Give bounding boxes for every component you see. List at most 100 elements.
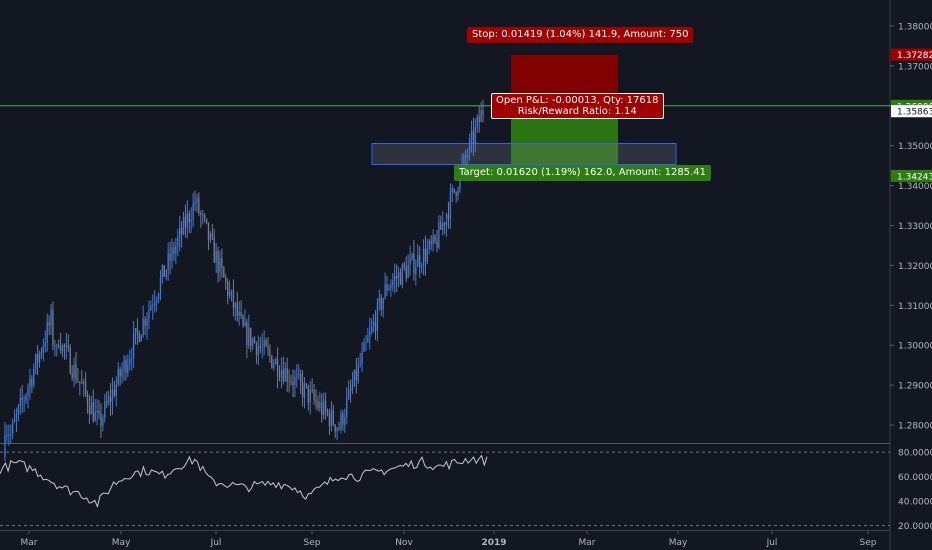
candle-body (294, 376, 296, 386)
price-tick-label: 1.38000 (898, 22, 932, 32)
candle-body (154, 303, 156, 306)
candle-body (451, 188, 453, 193)
candle-body (305, 383, 308, 386)
candle-body (353, 369, 356, 386)
price-tick-label: 1.32000 (898, 262, 932, 272)
candles (4, 99, 484, 462)
candle-body (207, 222, 210, 241)
candle-body (397, 272, 400, 279)
candle-body (196, 197, 198, 203)
candle-body (319, 402, 321, 408)
time-tick-label: Nov (395, 538, 413, 548)
candle-body (13, 419, 16, 423)
candle-body (67, 345, 69, 348)
candle-body (359, 363, 361, 366)
time-tick-label: May (112, 538, 131, 548)
candle-body (355, 369, 357, 381)
candle-body (58, 345, 60, 347)
risk-reward-text: Risk/Reward Ratio: 1.14 (517, 106, 637, 117)
candle-body (167, 253, 169, 271)
candle-body (372, 321, 375, 327)
candle-body (419, 254, 421, 268)
candle-body (443, 222, 446, 226)
support-zone-rectangle (371, 143, 677, 165)
candle-body (98, 410, 100, 414)
candle-body (202, 214, 204, 216)
candle-body (259, 346, 261, 348)
candle-body (323, 400, 325, 415)
candle-body (474, 126, 477, 144)
candle-body (463, 155, 465, 165)
candle-body (148, 309, 150, 319)
candle-body (346, 398, 348, 418)
candle-body (169, 253, 171, 261)
candle-body (190, 219, 192, 222)
candle-body (123, 359, 125, 371)
candle-body (104, 401, 106, 418)
candle-body (25, 395, 27, 400)
candle-body (280, 370, 283, 378)
candle-body (75, 364, 77, 381)
candle-body (8, 435, 10, 437)
candle-body (405, 267, 407, 278)
candle-body (59, 346, 62, 352)
candle-body (472, 130, 475, 144)
candle-body (311, 389, 313, 391)
candle-body (242, 316, 244, 326)
candle-body (357, 365, 359, 381)
candle-body (338, 428, 340, 430)
candle-body (457, 189, 459, 196)
candle-body (403, 264, 405, 268)
candle-body (184, 216, 187, 228)
candle-body (83, 381, 85, 384)
candle-body (351, 385, 354, 391)
candle-body (363, 342, 365, 352)
candle-body (278, 376, 281, 378)
candle-body (290, 381, 292, 383)
candle-body (299, 373, 302, 383)
stop-label[interactable]: Stop: 0.01419 (1.04%) 141.9, Amount: 750 (467, 27, 694, 43)
candle-body (150, 306, 152, 310)
candle-body (129, 359, 131, 365)
candle-body (371, 326, 373, 332)
candle-body (211, 233, 213, 238)
candle-body (232, 290, 235, 308)
candle-body (10, 434, 12, 436)
candle-body (248, 327, 250, 346)
rsi-tick-label: 60.0000 (898, 473, 932, 483)
candle-body (90, 402, 93, 415)
candle-body (257, 346, 260, 356)
price-tick-label: 1.30000 (898, 342, 932, 352)
candle-body (223, 267, 225, 278)
candle-body (186, 213, 189, 228)
candle-body (271, 355, 273, 368)
candle-body (54, 345, 56, 347)
price-badge: 1.35863 (891, 105, 932, 118)
candle-body (23, 399, 25, 401)
candle-body (374, 321, 377, 331)
price-badge: 1.34243 (891, 169, 932, 182)
candle-body (275, 359, 277, 365)
candle-body (436, 241, 438, 248)
candle-body (125, 359, 127, 374)
candle-body (109, 396, 112, 402)
candle-body (61, 345, 64, 352)
candle-body (390, 285, 392, 289)
candle-body (100, 413, 102, 426)
candle-body (376, 302, 379, 331)
price-tick-label: 1.29000 (898, 382, 932, 392)
candle-body (284, 368, 286, 382)
target-label[interactable]: Target: 0.01620 (1.19%) 162.0, Amount: 1… (454, 165, 711, 181)
price-badge-text: 1.37282 (897, 51, 932, 61)
rsi-tick-label: 20.0000 (898, 522, 932, 532)
candle-body (111, 389, 114, 402)
open-pnl-box[interactable]: Open P&L: -0.00013, Qty: 17618 Risk/Rewa… (491, 93, 664, 119)
candle-body (209, 233, 212, 241)
candle-body (38, 352, 41, 363)
candle-body (88, 405, 91, 415)
candle-body (144, 318, 146, 326)
candle-body (134, 328, 137, 334)
price-tick-label: 1.31000 (898, 302, 932, 312)
candle-body (292, 381, 294, 386)
